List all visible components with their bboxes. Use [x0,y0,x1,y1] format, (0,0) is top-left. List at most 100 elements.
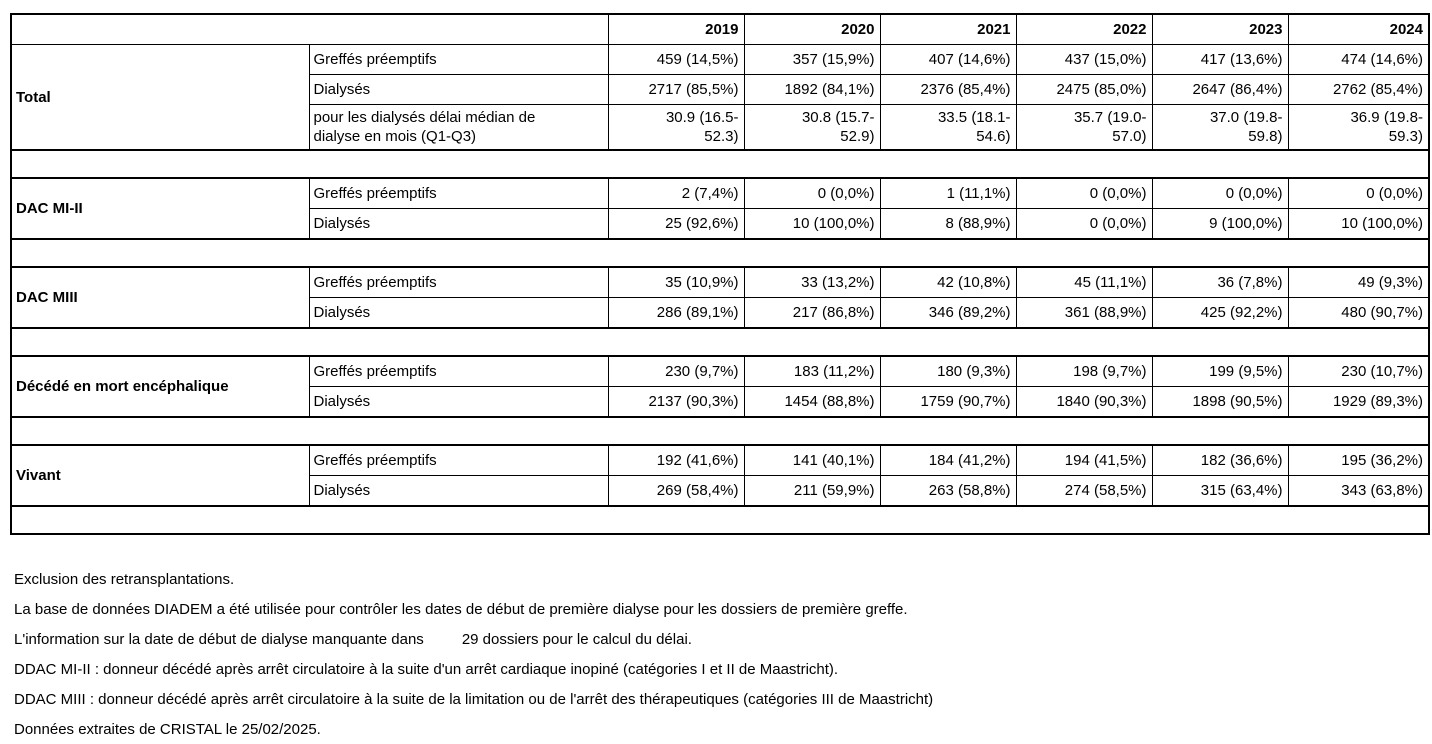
note-diadem: La base de données DIADEM a été utilisée… [14,601,908,618]
value-cell: 459 (14,5%) [607,44,745,75]
note-exclusion: Exclusion des retransplantations. [14,571,235,588]
row-label-cell: Dialysés [308,74,609,105]
value-cell: 480 (90,7%) [1287,297,1430,329]
row-label-cell: Dialysés [308,475,609,507]
value-cell: 33.5 (18.1- 54.6) [879,104,1017,151]
table-row: Total Greffés préemptifs 459 (14,5%) 357 (1… [10,44,1430,151]
spacer-row [10,327,1430,357]
row-label-cell: Greffés préemptifs [308,444,609,476]
value-cell: 230 (10,7%) [1287,355,1430,387]
value-cell: 286 (89,1%) [607,297,745,329]
row-label-cell: Dialysés [308,208,609,240]
value-cell: 2475 (85,0%) [1015,74,1153,105]
value-cell: 192 (41,6%) [607,444,745,476]
row-label-cell: Greffés préemptifs [308,355,609,387]
table-row: pour les dialysés délai médian de dialys… [11,104,1430,151]
value-cell: 2717 (85,5%) [607,74,745,105]
value-cell: 357 (15,9%) [743,44,881,75]
value-cell: 10 (100,0%) [1287,208,1430,240]
table-row: Vivant Greffés préemptifs 192 (41,6%) 141 (… [10,444,1430,507]
value-cell: 1892 (84,1%) [743,74,881,105]
value-cell: 315 (63,4%) [1151,475,1289,507]
value-cell: 180 (9,3%) [879,355,1017,387]
year-header: 2019 [607,13,745,45]
value-cell: 8 (88,9%) [879,208,1017,240]
footnotes: Exclusion des retransplantations. La bas… [14,565,933,744]
value-cell: 2137 (90,3%) [607,386,745,418]
note-ddac-mi-ii: DDAC MI-II : donneur décédé après arrêt … [14,661,839,678]
value-cell: 2376 (85,4%) [879,74,1017,105]
value-cell: 1759 (90,7%) [879,386,1017,418]
value-cell: 437 (15,0%) [1015,44,1153,75]
value-cell: 42 (10,8%) [879,266,1017,298]
value-cell: 194 (41,5%) [1015,444,1153,476]
transplant-table: 2019 2020 2021 2022 2023 2024 Total Greff… [10,13,1430,535]
value-cell: 407 (14,6%) [879,44,1017,75]
value-cell: 217 (86,8%) [743,297,881,329]
value-cell: 30.9 (16.5- 52.3) [607,104,745,151]
value-cell: 269 (58,4%) [607,475,745,507]
value-cell: 10 (100,0%) [743,208,881,240]
year-header: 2022 [1015,13,1153,45]
value-cell: 230 (9,7%) [607,355,745,387]
value-cell: 274 (58,5%) [1015,475,1153,507]
value-cell: 30.8 (15.7- 52.9) [743,104,881,151]
value-cell: 141 (40,1%) [743,444,881,476]
value-cell: 37.0 (19.8- 59.8) [1151,104,1289,151]
row-label-cell: Greffés préemptifs [308,177,609,209]
spacer-row [10,505,1430,535]
value-cell: 199 (9,5%) [1151,355,1289,387]
value-cell: 36.9 (19.8- 59.3) [1287,104,1430,151]
value-cell: 346 (89,2%) [879,297,1017,329]
value-cell: 0 (0,0%) [1015,177,1153,209]
row-label-cell: Dialysés [308,386,609,418]
value-cell: 9 (100,0%) [1151,208,1289,240]
value-cell: 2647 (86,4%) [1151,74,1289,105]
note-data-source: Données extraites de CRISTAL le 25/02/20… [14,721,321,738]
value-cell: 2762 (85,4%) [1287,74,1430,105]
table-row: Décédé en mort encéphalique Greffés préem… [10,355,1430,418]
value-cell: 33 (13,2%) [743,266,881,298]
value-cell: 1840 (90,3%) [1015,386,1153,418]
value-cell: 1898 (90,5%) [1151,386,1289,418]
table-row: DAC MIII Greffés préemptifs 35 (10,9%) 33 (… [10,266,1430,329]
value-cell: 425 (92,2%) [1151,297,1289,329]
value-cell: 474 (14,6%) [1287,44,1430,75]
note-missing-info: L'information sur la date de début de di… [14,631,692,648]
category-cell: DAC MIII [10,266,310,329]
value-cell: 25 (92,6%) [607,208,745,240]
value-cell: 0 (0,0%) [1287,177,1430,209]
table-row: Dialysés 269 (58,4%) 211 (59,9%) 263 (58,8%… [11,475,1430,507]
value-cell: 183 (11,2%) [743,355,881,387]
value-cell: 36 (7,8%) [1151,266,1289,298]
value-cell: 343 (63,8%) [1287,475,1430,507]
category-cell: Vivant [10,444,310,507]
year-header: 2021 [879,13,1017,45]
table-row: DAC MI-II Greffés préemptifs 2 (7,4%) 0 (0,… [10,177,1430,240]
spacer-row [10,149,1430,179]
row-label-cell: Dialysés [308,297,609,329]
year-header-row: 2019 2020 2021 2022 2023 2024 [10,13,1430,45]
value-cell: 35.7 (19.0- 57.0) [1015,104,1153,151]
value-cell: 361 (88,9%) [1015,297,1153,329]
header-empty-cell [10,13,609,45]
value-cell: 1 (11,1%) [879,177,1017,209]
value-cell: 45 (11,1%) [1015,266,1153,298]
value-cell: 182 (36,6%) [1151,444,1289,476]
value-cell: 49 (9,3%) [1287,266,1430,298]
row-label-cell: pour les dialysés délai médian de dialys… [308,104,609,151]
value-cell: 2 (7,4%) [607,177,745,209]
table-row: Dialysés 2717 (85,5%) 1892 (84,1%) 2376 (85… [11,74,1430,105]
spacer-row [10,416,1430,446]
value-cell: 184 (41,2%) [879,444,1017,476]
value-cell: 1929 (89,3%) [1287,386,1430,418]
spacer-row [10,238,1430,268]
value-cell: 0 (0,0%) [743,177,881,209]
value-cell: 0 (0,0%) [1015,208,1153,240]
row-label-cell: Greffés préemptifs [308,44,609,75]
value-cell: 417 (13,6%) [1151,44,1289,75]
category-cell: Décédé en mort encéphalique [10,355,310,418]
value-cell: 263 (58,8%) [879,475,1017,507]
note-ddac-miii: DDAC MIII : donneur décédé après arrêt c… [14,691,934,708]
